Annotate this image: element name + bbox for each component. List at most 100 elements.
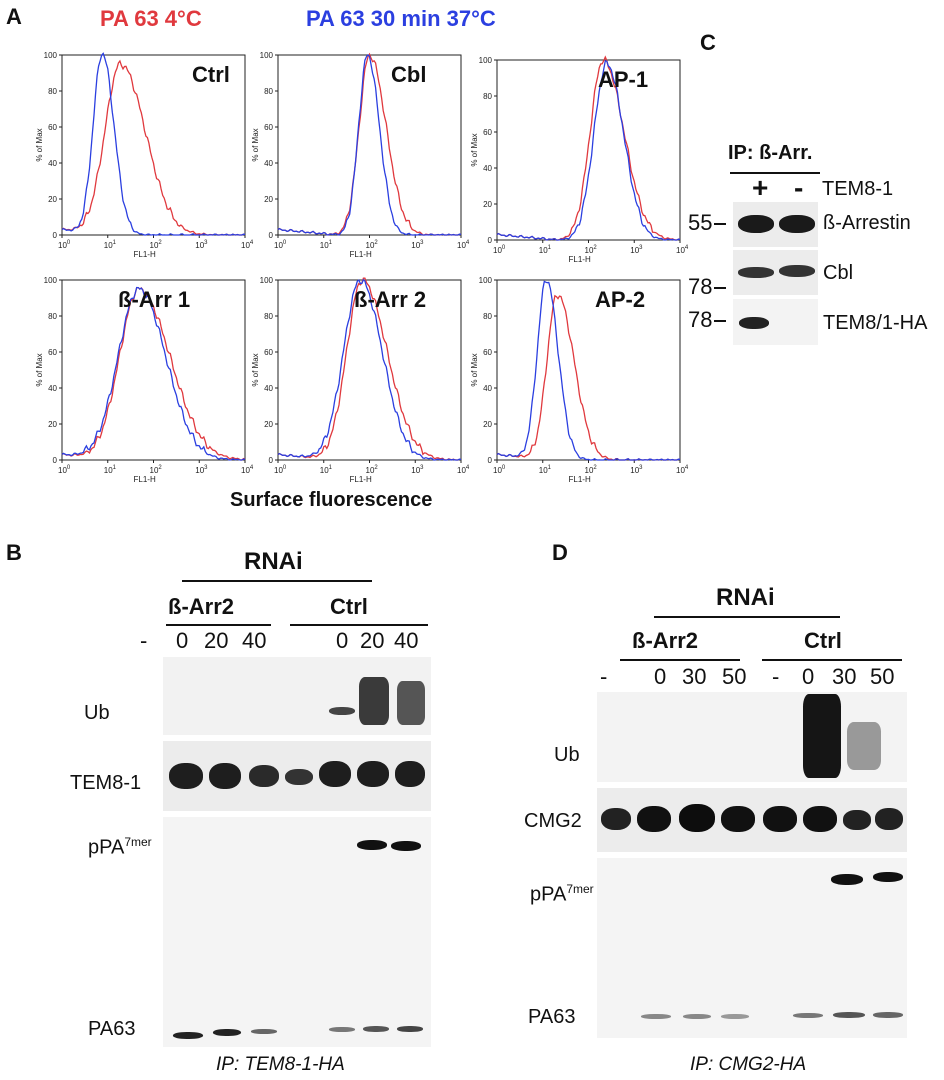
y-tick-label: 20 — [483, 420, 492, 429]
y-axis-label: % of Max — [470, 133, 479, 166]
b-band — [285, 769, 313, 785]
b-row-ppa: pPA7mer — [88, 835, 152, 860]
x-tick-label: 100 — [493, 245, 506, 255]
d-band — [843, 810, 871, 830]
lane-label: - — [600, 664, 608, 689]
c-band — [739, 317, 769, 329]
lane-label: - — [772, 664, 780, 689]
b-band — [249, 765, 279, 787]
y-tick-label: 0 — [53, 231, 58, 240]
x-tick-label: 100 — [274, 240, 287, 250]
c-row-cbl: Cbl — [823, 262, 854, 284]
b-row-ub: Ub — [84, 702, 110, 724]
lane-label: 30 — [832, 664, 857, 689]
y-tick-label: 40 — [48, 384, 57, 393]
histogram-panel: 0 20 40 60 80 100 100 101 102 103 104 % of Max FL1-H… — [30, 275, 254, 490]
y-tick-label: 60 — [483, 128, 492, 137]
plus-lane: + — [752, 172, 769, 203]
mw-tick — [714, 287, 726, 289]
histogram-title: AP-1 — [598, 67, 649, 92]
d-band — [793, 1013, 823, 1018]
b-band — [319, 761, 351, 787]
x-tick-label: 101 — [539, 245, 552, 255]
b-band — [397, 1026, 423, 1032]
b-group1: ß-Arr2 — [168, 594, 235, 619]
c-band — [779, 265, 815, 277]
y-tick-label: 20 — [483, 200, 492, 209]
d-band — [721, 806, 755, 832]
lane-label: 20 — [360, 628, 385, 653]
x-tick-label: 104 — [676, 465, 689, 475]
b-ub-blot — [163, 657, 431, 735]
x-tick-label: 103 — [630, 465, 643, 475]
d-band — [721, 1014, 749, 1019]
x-tick-label: 104 — [241, 465, 254, 475]
y-tick-label: 80 — [483, 312, 492, 321]
y-tick-label: 60 — [48, 348, 57, 357]
c-band — [738, 267, 774, 278]
d-row-ppa-sup: 7mer — [566, 882, 594, 896]
y-tick-label: 60 — [264, 123, 273, 132]
y-tick-label: 100 — [479, 276, 493, 285]
b-band — [391, 841, 421, 851]
x-tick-label: 101 — [320, 465, 333, 475]
mw-tick — [714, 320, 726, 322]
series-blue — [61, 286, 246, 461]
mw-tick — [714, 223, 726, 225]
x-axis-label: FL1-H — [569, 255, 591, 264]
b-row-pa63: PA63 — [88, 1018, 136, 1040]
b-band — [357, 761, 389, 787]
x-tick-label: 104 — [676, 245, 689, 255]
c-tem-blot — [733, 299, 818, 345]
surface-fluorescence-label: Surface fluorescence — [230, 489, 433, 511]
c-arrestin-blot — [733, 202, 818, 247]
b-group2: Ctrl — [330, 594, 368, 619]
series-blue — [496, 59, 681, 241]
series-red — [496, 294, 681, 461]
y-tick-label: 0 — [488, 456, 493, 465]
lane-label: 50 — [722, 664, 747, 689]
d-cmg2-blot — [597, 788, 907, 852]
series-red — [496, 55, 681, 241]
x-tick-label: 101 — [539, 465, 552, 475]
lane-label: - — [140, 628, 148, 653]
d-ub-blot — [597, 692, 907, 782]
x-tick-label: 102 — [150, 465, 163, 475]
x-tick-label: 102 — [150, 240, 163, 250]
b-band — [173, 1032, 203, 1039]
minus-lane: - — [794, 172, 804, 203]
d-rnai-line — [654, 616, 840, 618]
y-tick-label: 0 — [53, 456, 58, 465]
y-tick-label: 0 — [269, 456, 274, 465]
y-tick-label: 100 — [44, 276, 58, 285]
y-tick-label: 20 — [264, 420, 273, 429]
y-tick-label: 20 — [48, 195, 57, 204]
histogram-panel: 0 20 40 60 80 100 100 101 102 103 104 % of Max FL1-H… — [246, 50, 470, 265]
y-tick-label: 100 — [260, 276, 274, 285]
y-tick-label: 100 — [479, 56, 493, 65]
lane-label: 0 — [336, 628, 349, 653]
y-tick-label: 40 — [264, 384, 273, 393]
x-axis-label: FL1-H — [134, 250, 156, 259]
b-band — [357, 840, 387, 850]
y-tick-label: 40 — [48, 159, 57, 168]
y-tick-label: 20 — [264, 195, 273, 204]
d-rnai: RNAi — [716, 584, 775, 611]
c-band — [779, 215, 815, 233]
d-group1-line — [620, 659, 740, 661]
x-tick-label: 101 — [104, 465, 117, 475]
x-tick-label: 103 — [630, 245, 643, 255]
c-row-arrestin: ß-Arrestin — [823, 212, 911, 234]
d-smear — [847, 722, 881, 770]
tem81-label: TEM8-1 — [822, 178, 894, 200]
x-tick-label: 103 — [411, 465, 424, 475]
histogram-panel: 0 20 40 60 80 100 100 101 102 103 104 % of Max FL1-H… — [246, 275, 470, 490]
series-blue — [496, 280, 681, 461]
y-tick-label: 80 — [264, 87, 273, 96]
x-tick-label: 103 — [195, 240, 208, 250]
b-band — [329, 1027, 355, 1032]
histogram-svg: 0 20 40 60 80 100 100 101 102 103 104 % of Max FL1-H — [470, 55, 689, 264]
histogram-panel: 0 20 40 60 80 100 100 101 102 103 104 % of Max FL1-H… — [30, 50, 254, 265]
d-row-cmg2: CMG2 — [524, 810, 582, 832]
x-tick-label: 101 — [104, 240, 117, 250]
